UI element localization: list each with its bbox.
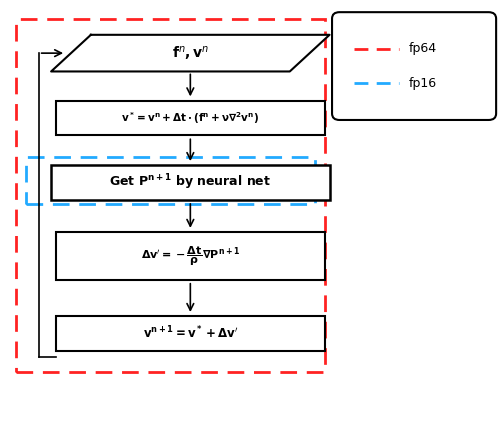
Polygon shape [51, 35, 330, 72]
Bar [56, 232, 324, 279]
FancyBboxPatch shape [332, 12, 496, 120]
Bar [56, 101, 324, 135]
Text: $\mathbf{\Delta v^{\prime} = -\dfrac{\Delta t}{\rho}\nabla P^{n+1}}$: $\mathbf{\Delta v^{\prime} = -\dfrac{\De… [141, 244, 240, 267]
Text: fp64: fp64 [409, 43, 437, 55]
Text: fp16: fp16 [409, 77, 437, 90]
Text: $\mathbf{v^{n+1} = v^* + \Delta v^{\prime}}$: $\mathbf{v^{n+1} = v^* + \Delta v^{\prim… [142, 325, 238, 342]
Bar [26, 157, 314, 204]
Text: Get $\mathbf{P^{n+1}}$ by neural net: Get $\mathbf{P^{n+1}}$ by neural net [110, 173, 272, 192]
Bar [51, 165, 330, 200]
Bar [56, 316, 324, 351]
Bar [16, 19, 324, 372]
Text: $\mathbf{f}^n\mathbf{,}\, \mathbf{v}^n$: $\mathbf{f}^n\mathbf{,}\, \mathbf{v}^n$ [172, 44, 209, 62]
Text: $\mathbf{v^* = v^n + \Delta t \cdot (f^n + \nu\nabla^2 v^n)}$: $\mathbf{v^* = v^n + \Delta t \cdot (f^n… [122, 110, 260, 126]
